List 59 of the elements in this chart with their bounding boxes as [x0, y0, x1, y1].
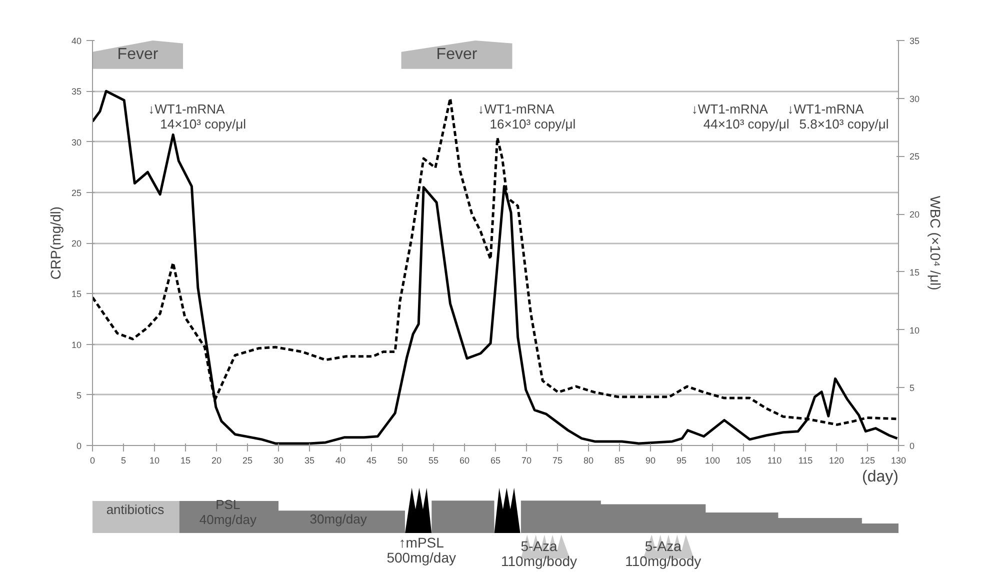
x-tick-label: 55 [428, 456, 439, 466]
x-tick-label: 110 [767, 456, 782, 466]
x-tick-label: 125 [860, 456, 876, 466]
x-tick-label: 120 [828, 456, 844, 466]
x-tick-label: 5 [120, 456, 126, 466]
y2-tick-label: 5 [910, 383, 915, 394]
x-tick-label: 20 [211, 456, 222, 466]
x-tick-label: 25 [242, 456, 253, 466]
annotation: ↓WT1-mRNA 14×10³ copy/μl [148, 101, 246, 132]
y-tick-label: 5 [76, 390, 82, 400]
x-tick-label: 0 [90, 456, 96, 466]
band-label: Fever [436, 46, 478, 64]
y-tick-label: 10 [71, 340, 82, 350]
annotation: antibiotics [106, 502, 165, 517]
annotation: ↓WT1-mRNA 44×10³ copy/μl [691, 101, 790, 132]
x-tick-label: 50 [397, 456, 408, 466]
x-tick-label: 95 [676, 456, 687, 466]
y2-tick-label: 0 [910, 441, 915, 451]
x-tick-label: 85 [614, 456, 625, 466]
x-tick-label: 35 [304, 456, 315, 466]
x-axis-title: (day) [862, 468, 898, 486]
y-tick-label: 35 [71, 86, 82, 97]
x-tick-label: 15 [180, 456, 191, 466]
x-tick-label: 65 [490, 456, 501, 466]
annotation: 30mg/day [310, 512, 368, 527]
annotation: PSL 40mg/day [199, 496, 257, 527]
y2-tick-label: 25 [910, 152, 920, 162]
band-label: Fever [117, 46, 159, 64]
y2-tick-label: 15 [910, 267, 920, 278]
y-axis-title: CRP(mg/dl) [47, 206, 64, 280]
x-tick-label: 130 [890, 456, 906, 466]
y-tick-label: 25 [71, 188, 82, 198]
y2-tick-label: 10 [910, 325, 920, 336]
x-tick-label: 100 [704, 456, 720, 466]
x-tick-label: 10 [149, 456, 160, 466]
annotation: 5-Aza 110mg/body [625, 538, 702, 569]
annotation: 5-Aza 110mg/body [501, 538, 578, 569]
x-tick-label: 60 [459, 456, 470, 466]
y2-tick-label: 35 [910, 36, 920, 46]
y-tick-label: 30 [71, 137, 82, 148]
y2-tick-label: 20 [910, 210, 920, 220]
x-tick-label: 75 [552, 456, 563, 466]
x-tick-label: 40 [335, 456, 346, 466]
x-tick-label: 45 [366, 456, 377, 466]
x-tick-label: 90 [645, 456, 656, 466]
y-tick-label: 20 [71, 238, 82, 248]
x-tick-label: 80 [583, 456, 594, 466]
y2-axis-title: WBC (×10⁴ /μl) [928, 196, 944, 290]
x-tick-label: 115 [798, 456, 813, 466]
y-tick-label: 15 [71, 289, 82, 300]
annotation: ↓WT1-mRNA 16×10³ copy/μl [478, 101, 576, 132]
x-tick-label: 70 [521, 456, 532, 466]
y-tick-label: 0 [76, 441, 82, 451]
x-tick-label: 105 [736, 456, 752, 466]
x-tick-label: 30 [273, 456, 284, 466]
y-tick-label: 40 [71, 36, 82, 46]
annotation: ↓WT1-mRNA 5.8×10³ copy/μl [787, 101, 889, 132]
y2-tick-label: 30 [910, 94, 920, 104]
annotation: ↑mPSL 500mg/day [386, 534, 456, 566]
